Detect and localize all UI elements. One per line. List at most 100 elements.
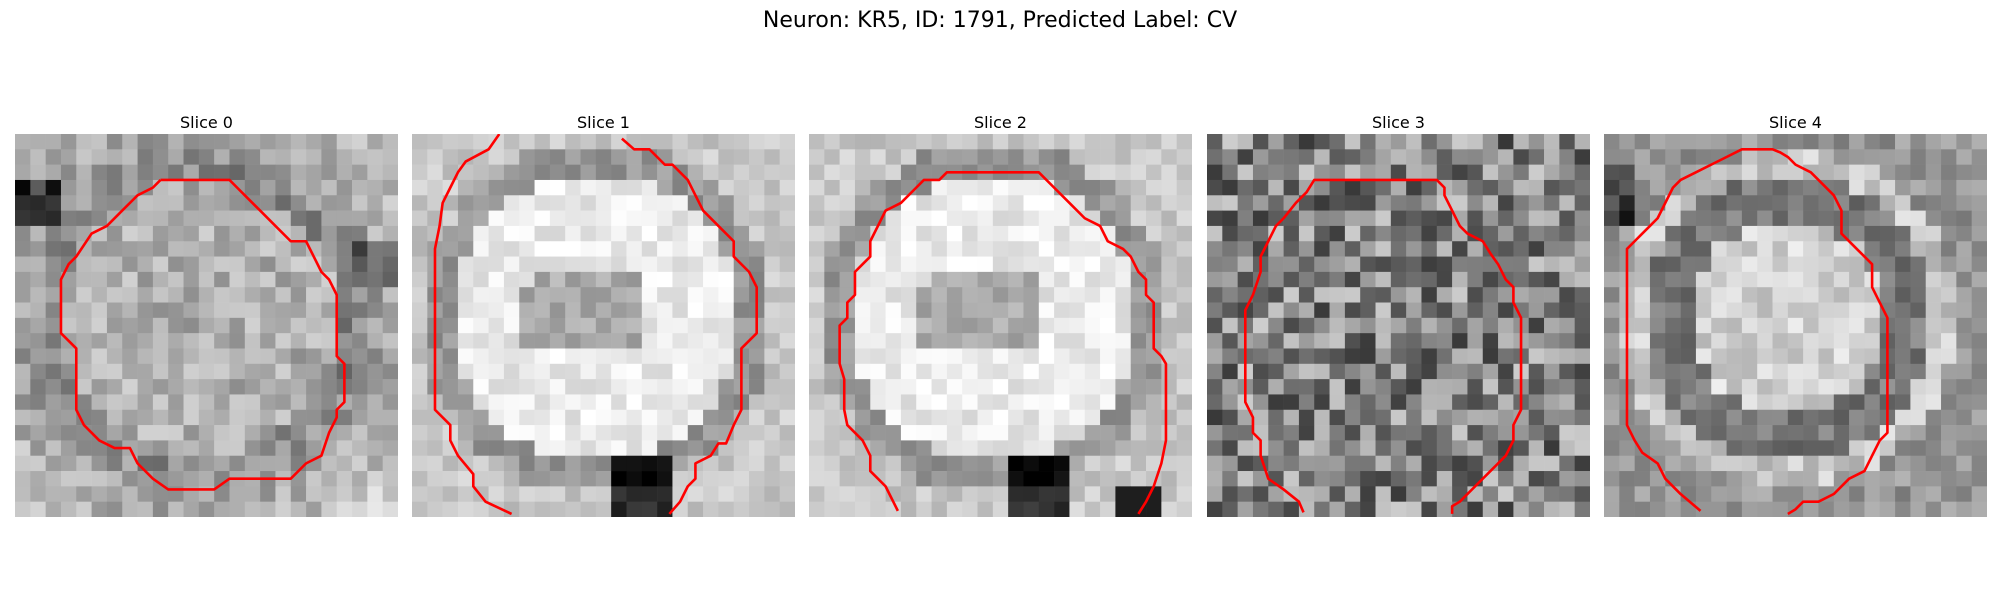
image-pixel (152, 302, 169, 319)
image-pixel (1054, 164, 1070, 181)
image-pixel (168, 271, 184, 288)
image-pixel (1406, 317, 1422, 334)
image-pixel (962, 179, 978, 196)
image-pixel (1329, 379, 1346, 395)
image-pixel (779, 225, 795, 242)
image-pixel (1757, 256, 1773, 273)
image-pixel (412, 287, 428, 303)
image-pixel (183, 302, 200, 319)
image-pixel (122, 486, 138, 502)
image-pixel (1100, 379, 1116, 395)
image-pixel (1100, 455, 1116, 472)
image-pixel (122, 149, 138, 165)
image-pixel (977, 271, 994, 288)
image-pixel (977, 149, 994, 165)
image-pixel (382, 348, 398, 365)
image-pixel (1237, 486, 1254, 502)
image-pixel (1390, 210, 1407, 227)
image-pixel (488, 425, 505, 441)
image-pixel (60, 271, 77, 288)
image-pixel (1146, 210, 1162, 227)
image-pixel (336, 195, 353, 211)
image-pixel (1757, 287, 1773, 303)
image-pixel (306, 149, 322, 165)
image-pixel (367, 287, 383, 303)
image-pixel (1161, 501, 1177, 517)
image-pixel (382, 179, 398, 196)
image-pixel (91, 195, 108, 211)
image-pixel (1695, 501, 1712, 517)
image-pixel (152, 486, 169, 502)
image-pixel (229, 348, 246, 365)
image-pixel (1436, 501, 1453, 517)
image-pixel (488, 471, 505, 487)
image-pixel (931, 225, 948, 242)
image-pixel (1879, 195, 1896, 211)
image-pixel (839, 471, 856, 487)
image-pixel (1176, 302, 1192, 319)
image-pixel (687, 317, 704, 334)
image-pixel (1314, 164, 1330, 181)
image-pixel (306, 394, 322, 411)
image-pixel (962, 440, 978, 457)
image-pixel (473, 471, 489, 487)
image-pixel (260, 241, 276, 257)
image-pixel (244, 486, 261, 502)
image-pixel (534, 440, 551, 457)
image-pixel (885, 149, 902, 165)
image-pixel (1604, 302, 1620, 319)
image-pixel (962, 210, 978, 227)
image-pixel (839, 440, 856, 457)
image-pixel (1482, 379, 1499, 395)
image-pixel (1436, 287, 1453, 303)
image-pixel (1925, 333, 1942, 349)
image-pixel (1513, 179, 1530, 196)
image-pixel (106, 287, 123, 303)
image-pixel (30, 134, 46, 150)
image-pixel (900, 363, 917, 380)
image-pixel (1544, 210, 1560, 227)
image-pixel (1482, 149, 1499, 165)
image-pixel (749, 348, 765, 365)
image-pixel (488, 210, 505, 227)
image-pixel (595, 179, 612, 196)
image-pixel (168, 287, 184, 303)
image-pixel (1023, 302, 1040, 319)
image-pixel (1406, 455, 1422, 472)
image-pixel (549, 348, 566, 365)
image-pixel (1222, 333, 1238, 349)
image-pixel (30, 409, 46, 426)
image-pixel (1252, 501, 1269, 517)
image-pixel (687, 134, 704, 150)
image-pixel (1726, 149, 1743, 165)
image-pixel (931, 149, 948, 165)
image-pixel (718, 333, 735, 349)
image-pixel (779, 409, 795, 426)
image-pixel (275, 501, 292, 517)
image-pixel (672, 302, 689, 319)
image-pixel (824, 179, 840, 196)
image-pixel (1879, 287, 1896, 303)
image-pixel (1574, 440, 1590, 457)
image-pixel (1130, 394, 1147, 411)
image-pixel (962, 256, 978, 273)
image-pixel (1833, 409, 1850, 426)
image-pixel (824, 440, 840, 457)
image-pixel (1498, 225, 1514, 242)
image-pixel (946, 471, 963, 487)
image-pixel (1467, 471, 1484, 487)
image-pixel (672, 394, 689, 411)
image-pixel (183, 409, 200, 426)
image-pixel (1360, 425, 1376, 441)
image-pixel (336, 471, 353, 487)
image-pixel (1084, 210, 1101, 227)
image-pixel (549, 164, 566, 181)
image-pixel (1726, 210, 1743, 227)
image-pixel (870, 195, 886, 211)
image-pixel (503, 486, 520, 502)
image-pixel (1482, 164, 1499, 181)
image-pixel (1467, 486, 1484, 502)
image-pixel (1038, 348, 1055, 365)
image-pixel (1956, 271, 1972, 288)
image-pixel (306, 287, 322, 303)
